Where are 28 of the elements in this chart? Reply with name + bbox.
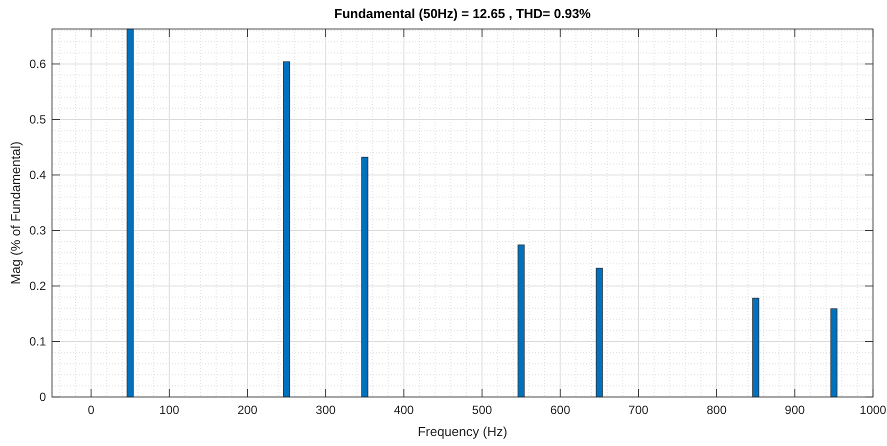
x-tick-label: 400: [394, 403, 414, 417]
x-tick-label: 1000: [860, 403, 887, 417]
bar: [752, 298, 760, 398]
y-tick-label: 0: [39, 390, 46, 404]
y-tick-label: 0.2: [29, 278, 46, 293]
x-tick-label: 300: [316, 403, 336, 417]
x-tick-label: 0: [88, 403, 95, 417]
x-tick-label: 500: [472, 403, 492, 417]
bar: [126, 28, 134, 398]
bar: [518, 244, 525, 398]
x-tick-label: 100: [159, 403, 180, 417]
chart-title: Fundamental (50Hz) = 12.65 , THD= 0.93%: [334, 6, 592, 21]
x-tick-label: 800: [706, 403, 727, 417]
bar: [361, 156, 368, 398]
y-tick-label: 0.3: [29, 223, 46, 238]
x-tick-label: 700: [628, 403, 649, 417]
x-tick-label: 900: [784, 403, 806, 417]
y-tick-label: 0.5: [29, 112, 46, 126]
x-tick-label: 600: [550, 403, 571, 417]
x-axis-title: Frequency (Hz): [418, 424, 508, 439]
bar: [830, 308, 838, 398]
y-axis-title: Mag (% of Fundamental): [8, 141, 23, 285]
bar: [596, 268, 603, 398]
y-tick-label: 0.1: [29, 334, 46, 348]
y-tick-label: 0.4: [29, 168, 46, 182]
bar: [283, 61, 290, 398]
x-tick-label: 200: [237, 403, 258, 417]
y-tick-label: 0.6: [29, 56, 46, 71]
